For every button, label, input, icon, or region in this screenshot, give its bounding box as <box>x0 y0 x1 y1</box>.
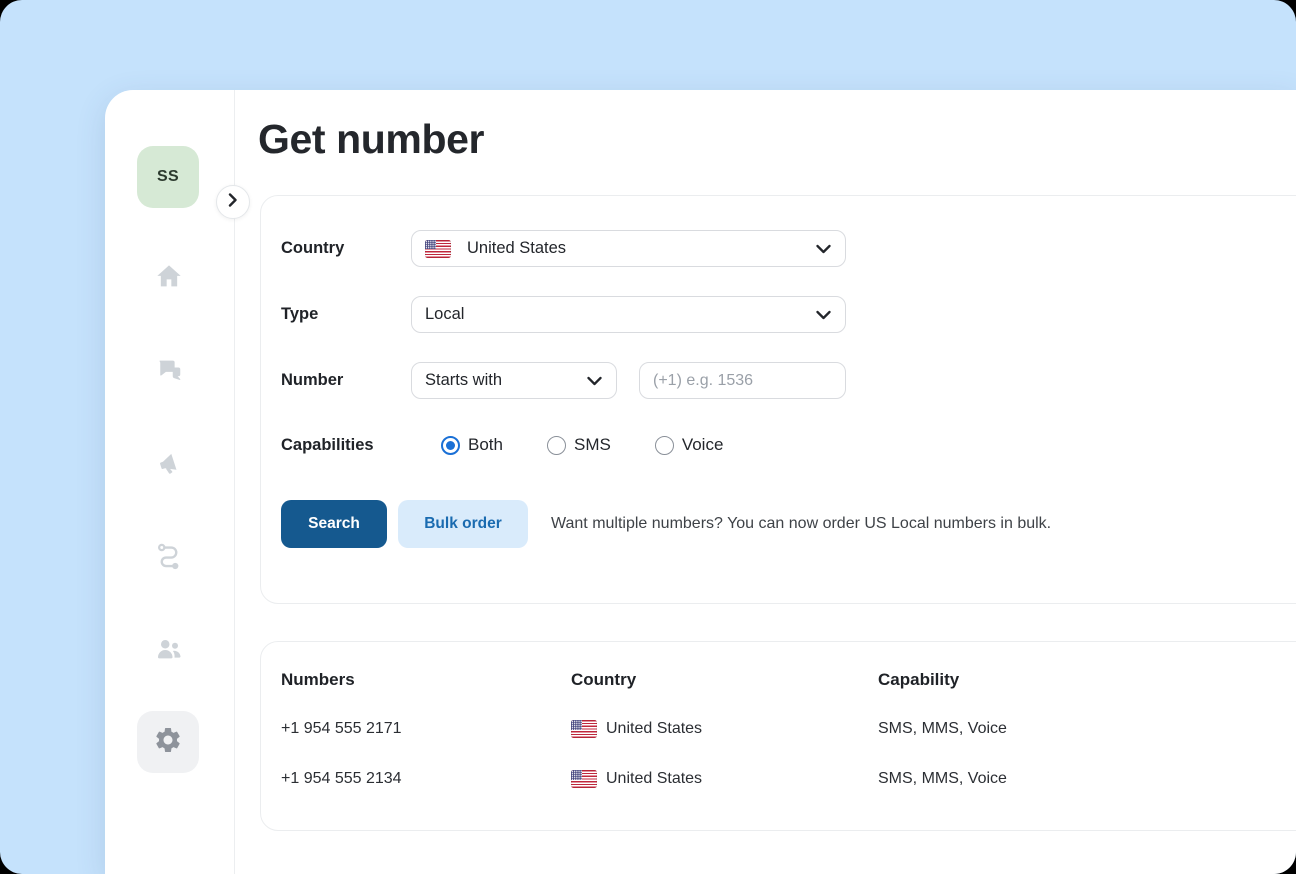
column-header-capability: Capability <box>878 670 960 689</box>
results-table-card: Numbers Country Capability +1 954 555 21… <box>260 641 1296 831</box>
main-content: Get number Country United States Type <box>235 90 1296 874</box>
country-select[interactable]: United States <box>411 230 846 267</box>
type-select-value: Local <box>425 305 465 323</box>
bulk-order-button[interactable]: Bulk order <box>398 500 528 548</box>
country-select-value: United States <box>467 239 567 257</box>
column-header-numbers: Numbers <box>281 670 355 689</box>
type-select[interactable]: Local <box>411 296 846 333</box>
avatar[interactable]: SS <box>137 146 199 208</box>
get-number-form-card: Country United States Type Local <box>260 195 1296 604</box>
number-match-value: Starts with <box>425 371 503 389</box>
radio-label: Both <box>468 435 503 454</box>
column-header-country: Country <box>571 670 637 689</box>
us-flag-icon <box>425 239 451 258</box>
chevron-down-icon <box>587 371 602 390</box>
sidebar-item-home[interactable] <box>151 259 187 295</box>
number-label: Number <box>281 371 344 389</box>
chevron-right-icon <box>228 192 238 212</box>
capability-cell: SMS, MMS, Voice <box>878 770 1007 787</box>
chevron-down-icon <box>816 239 831 258</box>
number-match-select[interactable]: Starts with <box>411 362 617 399</box>
radio-label: Voice <box>681 435 724 454</box>
country-cell: United States <box>606 770 703 787</box>
users-icon <box>154 634 184 664</box>
settings-icon <box>153 725 183 760</box>
app-window: SS <box>105 90 1296 874</box>
table-row[interactable]: +1 954 555 2134 United States SMS, MMS, … <box>281 767 1285 791</box>
sidebar-item-flows[interactable] <box>151 538 187 574</box>
number-search-input[interactable] <box>639 362 846 399</box>
search-button[interactable]: Search <box>281 500 387 548</box>
radio-unselected-icon[interactable] <box>546 435 566 455</box>
country-label: Country <box>281 239 345 257</box>
chevron-down-icon <box>816 305 831 324</box>
sidebar-item-chat[interactable] <box>151 352 187 388</box>
bulk-order-helper-text: Want multiple numbers? You can now order… <box>551 515 1052 532</box>
country-cell: United States <box>606 720 703 737</box>
radio-unselected-icon[interactable] <box>654 435 674 455</box>
radio-option-both[interactable]: Both <box>441 435 503 455</box>
capability-cell: SMS, MMS, Voice <box>878 720 1007 737</box>
sidebar: SS <box>105 90 235 874</box>
sidebar-collapse-button[interactable] <box>216 185 250 219</box>
us-flag-icon <box>571 770 597 788</box>
sidebar-item-campaigns[interactable] <box>151 445 187 481</box>
number-cell: +1 954 555 2171 <box>281 720 402 737</box>
sidebar-item-settings[interactable] <box>137 711 199 773</box>
radio-label: SMS <box>573 435 611 454</box>
page-title: Get number <box>258 116 485 162</box>
flow-icon <box>154 541 184 571</box>
us-flag-icon <box>571 720 597 738</box>
table-row[interactable]: +1 954 555 2171 United States SMS, MMS, … <box>281 717 1285 741</box>
number-cell: +1 954 555 2134 <box>281 770 402 787</box>
capabilities-label: Capabilities <box>281 435 374 454</box>
type-label: Type <box>281 305 319 323</box>
radio-selected-icon[interactable] <box>441 435 460 455</box>
chat-icon <box>154 355 184 385</box>
radio-option-sms[interactable]: SMS <box>546 435 611 455</box>
radio-option-voice[interactable]: Voice <box>654 435 724 455</box>
home-icon <box>155 263 183 291</box>
sidebar-item-contacts[interactable] <box>151 631 187 667</box>
table-header-row: Numbers Country Capability <box>281 669 1285 691</box>
campaign-icon <box>154 448 184 478</box>
capabilities-radio-group: Both SMS Voice <box>441 435 723 455</box>
